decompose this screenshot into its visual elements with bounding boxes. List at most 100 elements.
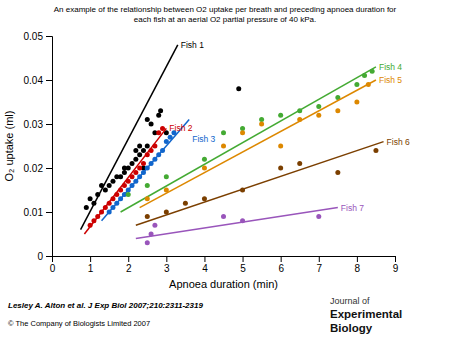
- point: [164, 188, 169, 193]
- series-label: Fish 4: [379, 62, 402, 72]
- point: [84, 205, 89, 210]
- title-line: An example of the relationship between O…: [54, 5, 397, 14]
- point: [152, 157, 157, 162]
- fit-line: [81, 45, 178, 230]
- point: [88, 196, 93, 201]
- point: [158, 108, 163, 113]
- point: [354, 82, 359, 87]
- x-tick: 1: [88, 256, 94, 274]
- point: [133, 157, 138, 162]
- title-line: each fish at an aerial O2 partial pressu…: [134, 15, 316, 24]
- point: [297, 108, 302, 113]
- point: [152, 223, 157, 228]
- point: [164, 210, 169, 215]
- x-tick: 9: [393, 256, 399, 274]
- point: [202, 196, 207, 201]
- point: [141, 170, 146, 175]
- point: [221, 214, 226, 219]
- footnote: Lesley A. Alton et al. J Exp Biol 2007;2…: [8, 301, 203, 310]
- series: [84, 126, 166, 234]
- point: [164, 174, 169, 179]
- point: [152, 144, 157, 149]
- y-tick-mark: [46, 212, 52, 213]
- x-tick-mark: [166, 256, 167, 262]
- point: [137, 174, 142, 179]
- point: [149, 232, 154, 237]
- y-tick: 0: [37, 251, 52, 262]
- point: [202, 157, 207, 162]
- point: [160, 148, 165, 153]
- point: [103, 188, 108, 193]
- point: [126, 192, 131, 197]
- point: [145, 214, 150, 219]
- y-tick: 0.03: [24, 119, 52, 130]
- y-tick-mark: [46, 168, 52, 169]
- point: [118, 188, 123, 193]
- point: [114, 192, 119, 197]
- point: [164, 139, 169, 144]
- y-tick-mark: [46, 36, 52, 37]
- point: [145, 117, 150, 122]
- y-tick: 0.01: [24, 207, 52, 218]
- point: [145, 240, 150, 245]
- series: [102, 120, 190, 221]
- y-tick: 0.05: [24, 31, 52, 42]
- point: [236, 86, 241, 91]
- point: [335, 108, 340, 113]
- point: [145, 196, 150, 201]
- point: [297, 161, 302, 166]
- fit-line: [136, 208, 338, 239]
- x-tick-mark: [357, 256, 358, 262]
- fit-line: [136, 142, 384, 226]
- series-labels: Fish 1Fish 2Fish 3Fish 4Fish 5Fish 6Fish…: [169, 40, 410, 213]
- y-tick-label: 0.05: [24, 31, 44, 42]
- series-label: Fish 6: [387, 137, 410, 147]
- y-tick-label: 0.04: [24, 75, 44, 86]
- y-tick-mark: [46, 256, 52, 257]
- point: [278, 113, 283, 118]
- series-label: Fish 5: [379, 75, 402, 85]
- x-tick-mark: [128, 256, 129, 262]
- point: [366, 82, 371, 87]
- point: [240, 218, 245, 223]
- x-tick-label: 7: [316, 263, 322, 274]
- point: [145, 166, 150, 171]
- x-tick: 8: [355, 256, 361, 274]
- x-tick-mark: [243, 256, 244, 262]
- point: [149, 148, 154, 153]
- point: [156, 113, 161, 118]
- point: [103, 205, 108, 210]
- point: [88, 223, 93, 228]
- point: [107, 201, 112, 206]
- x-tick: 5: [240, 256, 246, 274]
- point: [137, 166, 142, 171]
- annotation: Biology: [330, 322, 373, 334]
- x-tick-label: 4: [202, 263, 208, 274]
- y-tick-label: 0.02: [24, 163, 44, 174]
- point: [137, 152, 142, 157]
- point: [370, 69, 375, 74]
- point: [130, 174, 135, 179]
- point: [316, 214, 321, 219]
- point: [137, 144, 142, 149]
- point: [316, 104, 321, 109]
- x-tick-label: 8: [355, 263, 361, 274]
- point: [126, 188, 131, 193]
- point: [99, 183, 104, 188]
- point: [91, 218, 96, 223]
- y-tick: 0.02: [24, 163, 52, 174]
- x-tick-label: 5: [240, 263, 246, 274]
- title: An example of the relationship between O…: [54, 5, 397, 24]
- point: [240, 188, 245, 193]
- y-tick-label: 0.01: [24, 207, 44, 218]
- y-tick-label: 0.03: [24, 119, 44, 130]
- point: [156, 152, 161, 157]
- x-axis: 0123456789: [50, 256, 399, 274]
- x-tick-mark: [281, 256, 282, 262]
- point: [110, 205, 115, 210]
- y-axis: 0 0.01 0.02 0.03 0.04 0.05: [24, 31, 53, 262]
- x-axis-title: Apnoea duration (min): [169, 278, 278, 290]
- point: [168, 135, 173, 140]
- point: [107, 183, 112, 188]
- point: [183, 201, 188, 206]
